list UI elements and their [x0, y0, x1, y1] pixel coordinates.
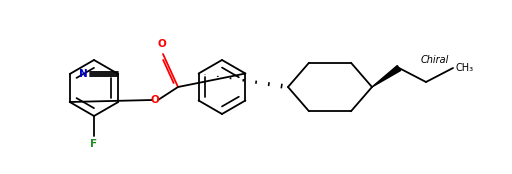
Text: CH₃: CH₃	[455, 63, 473, 73]
Text: O: O	[151, 95, 159, 105]
Text: O: O	[158, 39, 166, 49]
Text: Chiral: Chiral	[421, 55, 450, 65]
Text: F: F	[91, 139, 98, 149]
Polygon shape	[372, 66, 401, 87]
Text: N: N	[79, 69, 88, 79]
